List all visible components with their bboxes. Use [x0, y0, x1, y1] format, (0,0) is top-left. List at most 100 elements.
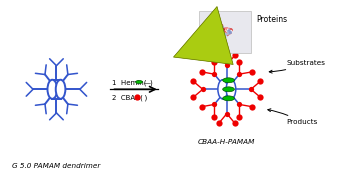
Point — [214, 31, 219, 34]
Point — [214, 31, 219, 34]
Point — [224, 32, 230, 35]
Point — [224, 29, 230, 32]
Point — [220, 33, 225, 36]
Point — [226, 32, 231, 35]
Text: Substrates: Substrates — [269, 60, 325, 73]
Point — [228, 29, 233, 32]
Point — [214, 27, 220, 30]
Point — [222, 33, 228, 36]
Text: 2  CBAA(: 2 CBAA( — [111, 94, 145, 101]
Point — [218, 31, 224, 34]
Point — [212, 36, 218, 39]
Point — [214, 25, 220, 28]
Point — [222, 28, 228, 31]
Point — [222, 31, 228, 34]
Point — [212, 27, 218, 30]
Point — [219, 34, 224, 37]
Point — [213, 28, 219, 31]
Point — [224, 31, 229, 34]
Point — [215, 31, 221, 34]
FancyArrowPatch shape — [174, 7, 233, 64]
Point — [216, 29, 221, 32]
Point — [216, 30, 222, 33]
Point — [214, 27, 219, 30]
Point — [217, 26, 223, 29]
Point — [222, 28, 227, 31]
Point — [219, 26, 224, 29]
Point — [223, 33, 228, 36]
Point — [216, 26, 221, 29]
Point — [218, 28, 223, 31]
Point — [221, 34, 227, 37]
Ellipse shape — [226, 80, 236, 99]
Point — [212, 29, 217, 32]
Point — [216, 28, 221, 31]
Point — [215, 32, 221, 35]
Point — [213, 33, 219, 36]
FancyBboxPatch shape — [199, 11, 251, 53]
Point — [218, 33, 223, 36]
Point — [218, 34, 224, 37]
Point — [218, 32, 223, 35]
Point — [222, 32, 227, 35]
Text: CBAA-H-PAMAM: CBAA-H-PAMAM — [198, 139, 255, 145]
Point — [220, 29, 225, 32]
Point — [227, 31, 233, 34]
Text: ): ) — [140, 94, 147, 101]
Point — [216, 31, 222, 34]
Point — [215, 25, 221, 28]
Point — [219, 24, 224, 27]
Point — [218, 24, 223, 27]
Point — [213, 27, 218, 30]
Point — [223, 32, 228, 35]
Point — [214, 26, 220, 29]
Point — [220, 33, 226, 36]
Point — [228, 28, 234, 31]
Point — [214, 25, 220, 28]
Point — [214, 36, 220, 39]
Point — [221, 33, 226, 36]
Point — [228, 30, 234, 33]
Point — [217, 28, 223, 31]
Point — [228, 31, 233, 34]
Point — [216, 28, 222, 31]
Point — [215, 34, 220, 37]
Point — [218, 27, 223, 30]
Point — [217, 34, 223, 37]
Ellipse shape — [136, 81, 142, 84]
Point — [225, 29, 231, 32]
Point — [216, 31, 222, 34]
Point — [221, 28, 226, 31]
Point — [220, 35, 226, 38]
Point — [216, 31, 222, 34]
Point — [218, 29, 223, 32]
Point — [220, 29, 226, 32]
Point — [222, 33, 228, 36]
Point — [223, 33, 228, 36]
Point — [215, 26, 221, 29]
Point — [220, 35, 226, 38]
Point — [227, 31, 233, 34]
Point — [214, 26, 220, 29]
Circle shape — [185, 47, 269, 132]
Point — [221, 30, 226, 33]
Point — [218, 35, 223, 38]
Point — [214, 29, 219, 32]
Point — [222, 28, 228, 31]
Point — [224, 32, 229, 35]
Point — [228, 29, 234, 32]
Point — [220, 33, 226, 36]
Text: Proteins: Proteins — [256, 15, 287, 24]
Point — [224, 34, 229, 37]
Point — [219, 34, 224, 37]
Point — [216, 33, 222, 36]
Point — [217, 36, 222, 39]
Point — [223, 28, 228, 31]
Point — [213, 29, 218, 32]
Point — [219, 31, 224, 34]
Point — [220, 30, 226, 33]
Point — [214, 30, 220, 33]
FancyArrowPatch shape — [174, 7, 233, 64]
Point — [215, 28, 221, 31]
Point — [213, 35, 219, 38]
